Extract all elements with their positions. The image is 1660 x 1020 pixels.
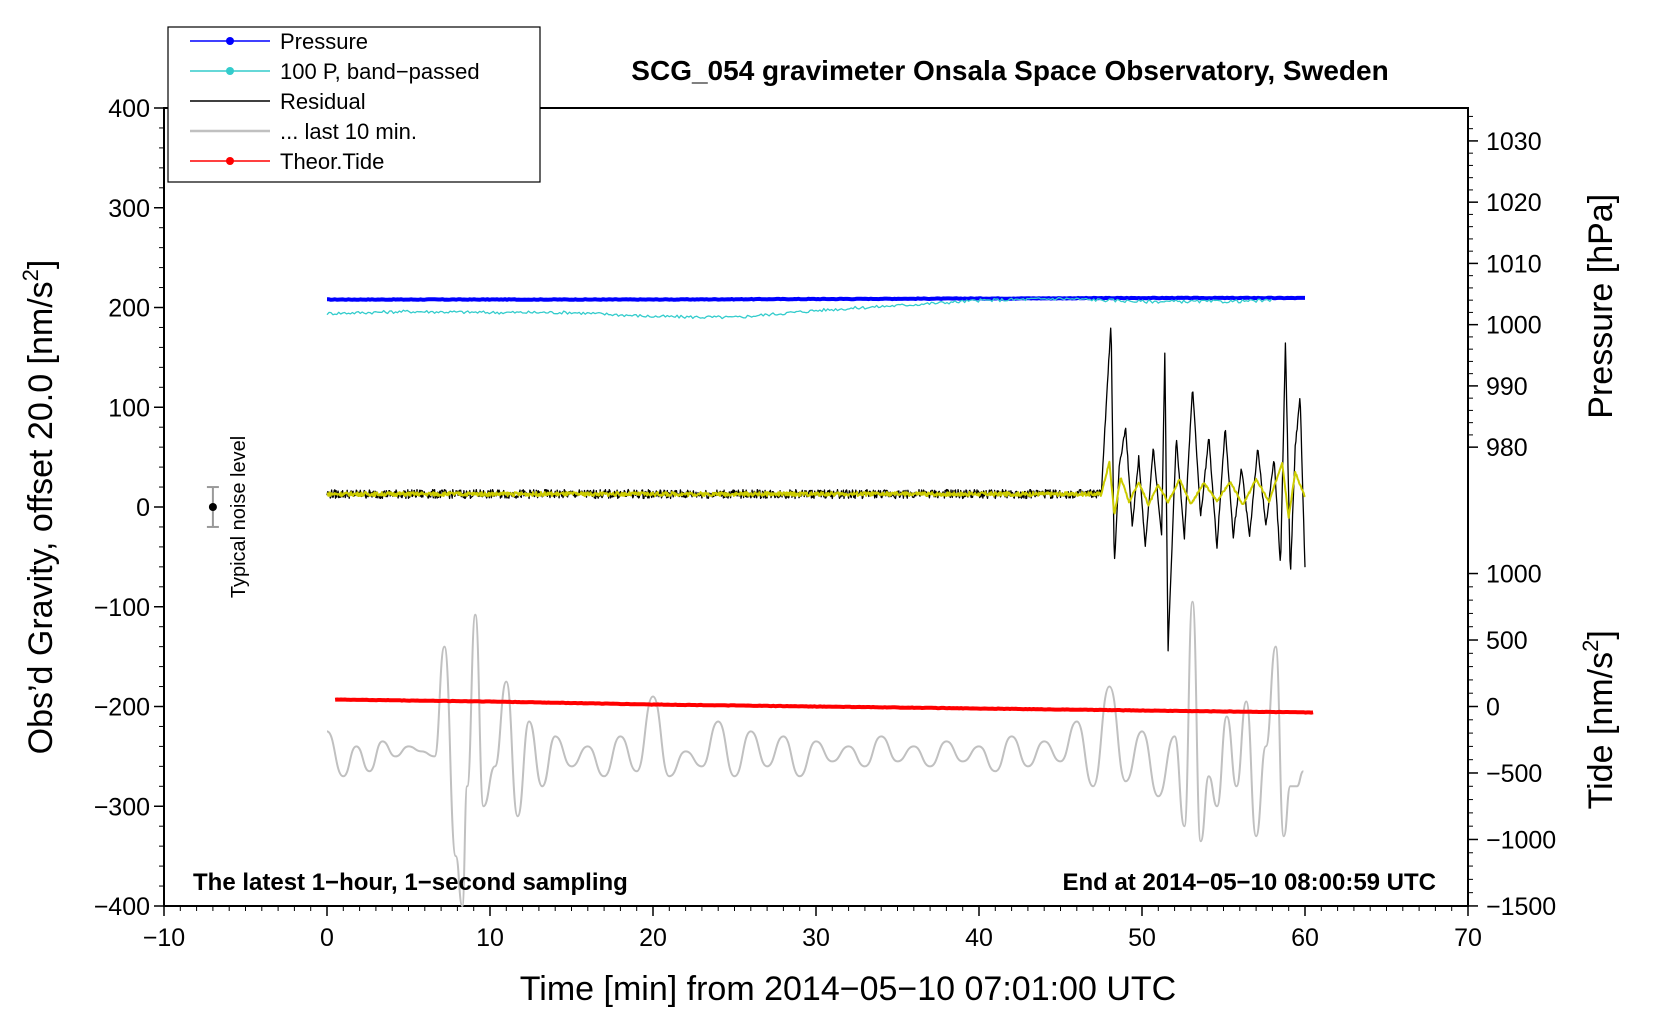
y-left-axis-title-sup: 2 — [18, 269, 43, 281]
legend-marker — [226, 67, 234, 75]
y-left-axis-title-end: ] — [22, 260, 60, 269]
pressure-tick-label: 1000 — [1486, 312, 1542, 340]
series-residual-band-passed — [326, 460, 1306, 519]
x-tick-label: 40 — [965, 924, 993, 952]
y-left-axis-title: Obs’d Gravity, offset 20.0 [nm/s2] — [18, 260, 60, 755]
series-last-10-min — [326, 600, 1304, 908]
annotation-end-time: End at 2014−05−10 08:00:59 UTC — [1062, 869, 1436, 896]
y-left-tick-label: 400 — [108, 95, 150, 123]
series-100-p-band-passed — [326, 297, 1273, 320]
noise-level-label: Typical noise level — [228, 436, 250, 598]
tide-tick-label: 0 — [1486, 694, 1500, 722]
tide-axis-title-end: ] — [1582, 630, 1620, 639]
y-left-tick-label: 200 — [108, 295, 150, 323]
tide-tick-label: −1000 — [1486, 826, 1556, 854]
pressure-tick-label: 1020 — [1486, 189, 1542, 217]
tide-tick-label: −1500 — [1486, 893, 1556, 921]
pressure-tick-label: 1010 — [1486, 250, 1542, 278]
series-layer — [326, 295, 1314, 908]
legend: Pressure 100 P, band−passed Residual ... la… — [167, 26, 541, 183]
legend-label: Theor.Tide — [280, 149, 384, 174]
y-left-tick-label: −300 — [94, 793, 150, 821]
chart-title: SCG_054 gravimeter Onsala Space Observat… — [631, 55, 1388, 86]
y-left-axis-ticks: −400 −300 −200 −100 0 100 200 300 400 — [94, 95, 164, 921]
tide-tick-label: 1000 — [1486, 561, 1542, 589]
series-pressure — [327, 295, 1305, 302]
legend-box — [167, 26, 541, 183]
pressure-tick-label: 980 — [1486, 434, 1528, 462]
tide-tick-label: −500 — [1486, 760, 1542, 788]
series-theor-tide — [334, 697, 1314, 715]
legend-label: ... last 10 min. — [280, 119, 417, 144]
y-left-tick-label: 300 — [108, 195, 150, 223]
y-left-axis-title-main: Obs’d Gravity, offset 20.0 [nm/s — [22, 281, 60, 754]
y-left-tick-label: −400 — [94, 893, 150, 921]
y-left-tick-label: −200 — [94, 694, 150, 722]
legend-label: Residual — [280, 89, 366, 114]
pressure-tick-label: 990 — [1486, 373, 1528, 401]
pressure-tick-label: 1030 — [1486, 128, 1542, 156]
x-tick-label: −10 — [143, 924, 185, 952]
pressure-axis-ticks: 980 990 1000 1010 1020 1030 — [1468, 115, 1542, 462]
legend-label: Pressure — [280, 29, 368, 54]
noise-bar — [206, 486, 219, 528]
tide-axis-title-main: Tide [nm/s — [1582, 652, 1620, 809]
x-tick-label: 50 — [1128, 924, 1156, 952]
legend-marker — [226, 157, 234, 165]
tide-axis-title: Tide [nm/s2] — [1578, 630, 1620, 809]
x-tick-label: 70 — [1454, 924, 1482, 952]
y-left-tick-label: 0 — [136, 494, 150, 522]
x-tick-label: 0 — [320, 924, 334, 952]
x-axis-ticks: −10 0 10 20 30 40 50 60 70 — [143, 906, 1482, 952]
x-tick-label: 60 — [1291, 924, 1319, 952]
legend-marker — [226, 37, 234, 45]
noise-bar-center — [208, 503, 217, 511]
tide-axis-ticks: −1500 −1000 −500 0 500 1000 — [1468, 561, 1556, 921]
x-tick-label: 10 — [476, 924, 504, 952]
legend-label: 100 P, band−passed — [280, 59, 480, 84]
y-left-tick-label: −100 — [94, 594, 150, 622]
x-axis-title: Time [min] from 2014−05−10 07:01:00 UTC — [520, 970, 1176, 1008]
y-left-tick-label: 100 — [108, 394, 150, 422]
x-tick-label: 20 — [639, 924, 667, 952]
tide-tick-label: 500 — [1486, 627, 1528, 655]
tide-axis-title-sup: 2 — [1578, 640, 1603, 652]
annotation-sampling: The latest 1−hour, 1−second sampling — [193, 869, 628, 896]
pressure-axis-title: Pressure [hPa] — [1582, 194, 1620, 419]
x-tick-label: 30 — [802, 924, 830, 952]
